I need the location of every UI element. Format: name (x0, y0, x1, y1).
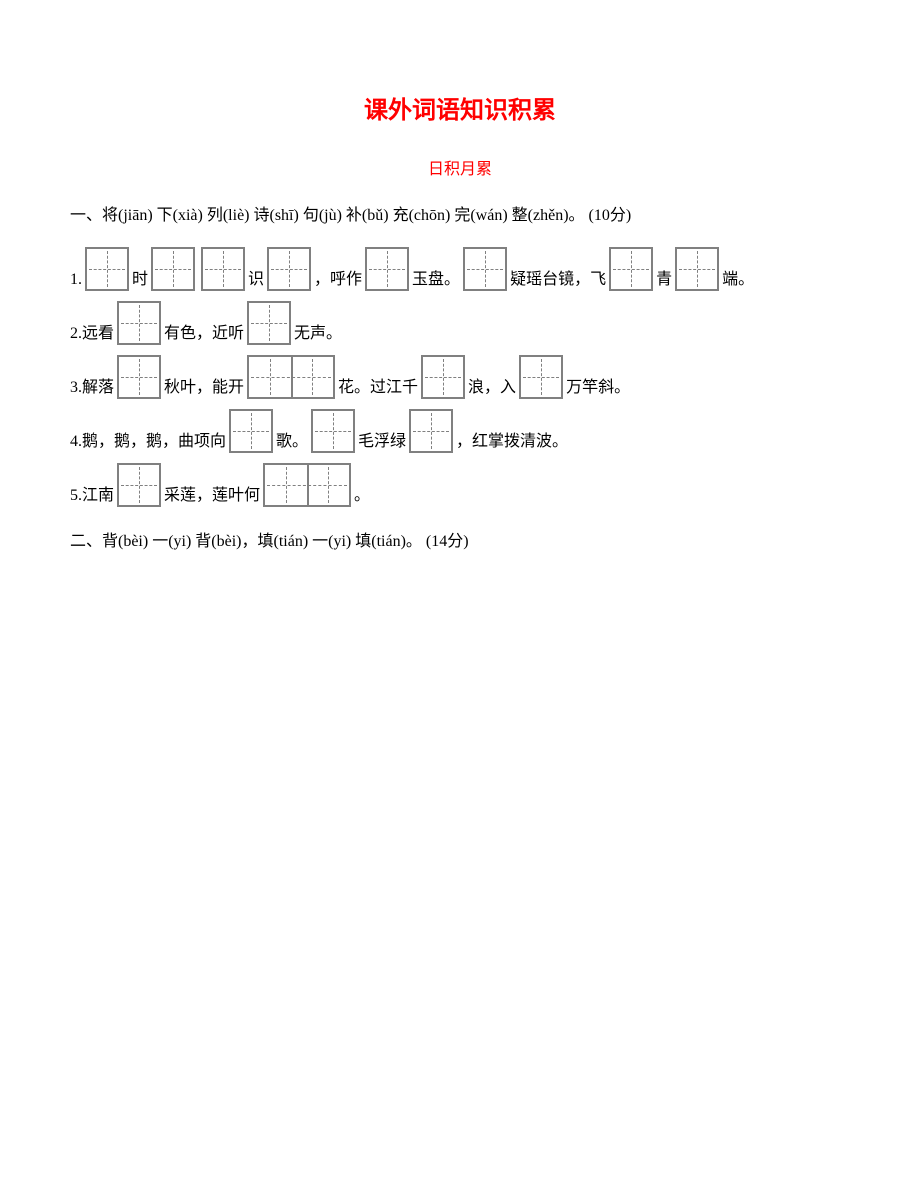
question-4: 4. 鹅，鹅，鹅，曲项向 歌。 毛浮绿 ，红掌拨清波。 (70, 409, 850, 453)
text-fragment: 花。过江千 (338, 373, 418, 399)
answer-box[interactable] (117, 463, 161, 507)
answer-box[interactable] (409, 409, 453, 453)
text-fragment: 万竿斜。 (566, 373, 630, 399)
text-fragment: 青 (656, 265, 672, 291)
text-fragment: 无声。 (294, 319, 342, 345)
answer-box[interactable] (519, 355, 563, 399)
question-1: 1. 时 识 ，呼作 玉盘。 疑瑶台镜，飞 青 端。 (70, 247, 850, 291)
answer-box[interactable] (311, 409, 355, 453)
answer-box[interactable] (365, 247, 409, 291)
text-fragment: 。 (354, 481, 370, 507)
text-fragment: 疑瑶台镜，飞 (510, 265, 606, 291)
subtitle: 日积月累 (70, 155, 850, 179)
text-fragment: 江南 (82, 481, 114, 507)
question-number: 1. (70, 271, 82, 291)
answer-box[interactable] (117, 355, 161, 399)
question-number: 2. (70, 325, 82, 345)
main-title: 课外词语知识积累 (70, 90, 850, 125)
text-fragment: 玉盘。 (412, 265, 460, 291)
answer-box[interactable] (675, 247, 719, 291)
text-fragment: 浪，入 (468, 373, 516, 399)
text-fragment: 有色，近听 (164, 319, 244, 345)
answer-box[interactable] (609, 247, 653, 291)
text-fragment: 端。 (722, 265, 754, 291)
question-number: 5. (70, 487, 82, 507)
text-fragment: 鹅，鹅，鹅，曲项向 (82, 427, 226, 453)
text-fragment: ，呼作 (314, 265, 362, 291)
question-number: 4. (70, 433, 82, 453)
worksheet-page: 课外词语知识积累 日积月累 一、将(jiān) 下(xià) 列(liè) 诗(… (0, 0, 920, 612)
answer-box[interactable] (463, 247, 507, 291)
answer-box[interactable] (229, 409, 273, 453)
text-fragment: 采莲，莲叶何 (164, 481, 260, 507)
section-2-heading: 二、背(bèi) 一(yi) 背(bèi)，填(tián) 一(yi) 填(ti… (70, 529, 850, 555)
answer-box[interactable] (201, 247, 245, 291)
answer-box-double[interactable] (263, 463, 351, 507)
text-fragment: 时 (132, 265, 148, 291)
text-fragment: 解落 (82, 373, 114, 399)
answer-box[interactable] (151, 247, 195, 291)
question-3: 3. 解落 秋叶，能开 花。过江千 浪，入 万竿斜。 (70, 355, 850, 399)
question-2: 2. 远看 有色，近听 无声。 (70, 301, 850, 345)
text-fragment: 歌。 (276, 427, 308, 453)
answer-box[interactable] (421, 355, 465, 399)
answer-box-double[interactable] (247, 355, 335, 399)
answer-box[interactable] (247, 301, 291, 345)
section-1-heading: 一、将(jiān) 下(xià) 列(liè) 诗(shī) 句(jù) 补(b… (70, 203, 850, 229)
answer-box[interactable] (117, 301, 161, 345)
text-fragment: 秋叶，能开 (164, 373, 244, 399)
answer-box[interactable] (85, 247, 129, 291)
answer-box[interactable] (267, 247, 311, 291)
text-fragment: 识 (248, 265, 264, 291)
question-5: 5. 江南 采莲，莲叶何 。 (70, 463, 850, 507)
question-number: 3. (70, 379, 82, 399)
text-fragment: 远看 (82, 319, 114, 345)
text-fragment: 毛浮绿 (358, 427, 406, 453)
text-fragment: ，红掌拨清波。 (456, 427, 568, 453)
